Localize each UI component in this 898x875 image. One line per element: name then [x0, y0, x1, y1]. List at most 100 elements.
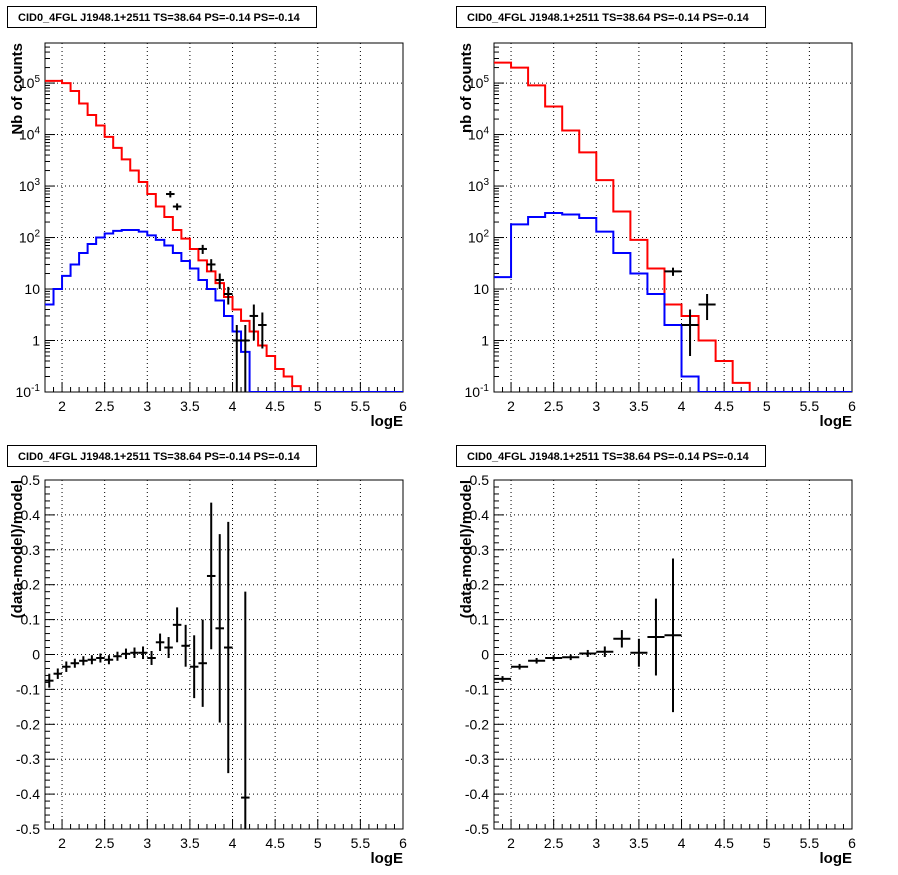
- x-tick-label: 4: [229, 835, 237, 851]
- y-tick-label: -0.5: [465, 821, 489, 837]
- x-tick-label: 5: [314, 398, 322, 414]
- x-tick-label: 3.5: [629, 835, 649, 851]
- data-point: [681, 309, 699, 357]
- panel-bottom-right-residuals: 2 2.5 3 3.5 4 4.5 5 5.5 6logE-0.5-0.4-0.3-0.2-0.…: [458, 472, 856, 867]
- x-tick-label: 5.5: [351, 835, 371, 851]
- x-tick-label: 4: [678, 835, 686, 851]
- x-tick-label: 6: [848, 398, 856, 414]
- residual-point: [215, 534, 224, 723]
- data-point: [232, 325, 242, 392]
- plot-frame: [44, 42, 404, 393]
- data-layer: [45, 79, 403, 392]
- residual-point: [70, 658, 80, 668]
- residual-point: [545, 655, 563, 661]
- residual-point: [138, 646, 148, 660]
- residual-point: [172, 607, 182, 643]
- y-tick-label: 103: [468, 177, 490, 194]
- x-tick-label: 2.5: [544, 835, 564, 851]
- x-tick-label: 2: [507, 835, 515, 851]
- data-point: [166, 191, 175, 198]
- x-axis-label: logE: [371, 850, 404, 867]
- y-tick-label: -0.1: [16, 681, 40, 697]
- x-tick-label: 3: [592, 835, 600, 851]
- x-tick-label: 4.5: [714, 398, 734, 414]
- y-tick-label: 10: [473, 281, 489, 297]
- residual-point: [87, 655, 97, 665]
- x-tick-label: 6: [399, 398, 407, 414]
- y-tick-label: 0.4: [21, 507, 41, 523]
- x-tick-label: 6: [848, 835, 856, 851]
- x-tick-label: 3: [143, 835, 151, 851]
- data-point: [698, 294, 716, 321]
- residual-point: [164, 637, 173, 658]
- panel-top-left-counts: 2 2.5 3 3.5 4 4.5 5 5.5 6logE10-1110102103104105…: [9, 42, 407, 430]
- histogram-series-red: [45, 79, 403, 392]
- x-tick-label: 4: [229, 398, 237, 414]
- y-axis-label: Nb of counts: [9, 43, 26, 135]
- panel-title: CID0_4FGL J1948.1+2511 TS=38.64 PS=-0.14…: [456, 6, 766, 28]
- histogram-series-red: [494, 61, 852, 392]
- x-axis-label: logE: [371, 413, 404, 430]
- residual-point: [62, 661, 71, 672]
- y-tick-label: 0.1: [21, 612, 41, 628]
- residual-point: [53, 668, 63, 679]
- residual-point: [113, 651, 122, 661]
- y-tick-label: 0.4: [470, 507, 490, 523]
- y-tick-label: 0.5: [21, 472, 41, 488]
- y-axis: -0.5 -0.4 -0.3 -0.2 -0.1 0 0.1 0.2 0.3 0.4 0.5(dat…: [9, 472, 55, 837]
- x-tick-label: 3: [592, 398, 600, 414]
- y-axis-label: (data-model)/model: [9, 480, 26, 618]
- y-tick-label: -0.4: [16, 786, 40, 802]
- x-tick-label: 2.5: [544, 398, 564, 414]
- x-tick-label: 3.5: [180, 398, 200, 414]
- x-tick-label: 6: [399, 835, 407, 851]
- y-tick-label: 10: [24, 281, 40, 297]
- grid: [45, 43, 403, 392]
- residual-point: [181, 624, 190, 667]
- y-tick-label: -0.3: [16, 751, 40, 767]
- y-tick-label: -0.3: [465, 751, 489, 767]
- y-tick-label: 0: [481, 647, 489, 663]
- histogram-series-blue: [45, 229, 403, 392]
- residual-point: [241, 591, 250, 829]
- x-axis-label: logE: [820, 850, 853, 867]
- y-tick-label: 1: [481, 333, 489, 349]
- y-tick-label: -0.4: [465, 786, 489, 802]
- residual-point: [147, 651, 156, 665]
- data-layer: [45, 502, 250, 829]
- y-tick-label: 102: [468, 229, 490, 246]
- data-point: [241, 325, 250, 392]
- x-tick-label: 2.5: [95, 835, 115, 851]
- y-tick-label: 102: [19, 229, 41, 246]
- data-layer: [494, 558, 682, 713]
- data-point: [249, 304, 259, 341]
- x-tick-label: 2: [58, 835, 66, 851]
- data-point: [172, 203, 182, 211]
- x-tick-label: 4.5: [265, 835, 285, 851]
- residual-point: [647, 598, 665, 676]
- y-tick-label: -0.2: [465, 716, 489, 732]
- data-layer: [494, 61, 852, 392]
- grid: [494, 43, 852, 392]
- panel-title: CID0_4FGL J1948.1+2511 TS=38.64 PS=-0.14…: [7, 6, 317, 28]
- y-tick-label: -0.2: [16, 716, 40, 732]
- x-tick-label: 5: [763, 398, 771, 414]
- data-point: [206, 259, 216, 272]
- y-tick-label: 1: [32, 333, 40, 349]
- y-tick-label: 0.3: [470, 542, 490, 558]
- residual-point: [579, 649, 597, 657]
- residual-point: [224, 521, 233, 774]
- data-point: [215, 273, 224, 290]
- x-tick-label: 3: [143, 398, 151, 414]
- x-tick-label: 4.5: [714, 835, 734, 851]
- y-tick-label: 0.1: [470, 612, 490, 628]
- residual-point: [511, 663, 529, 670]
- histogram-series-blue: [494, 211, 852, 392]
- y-tick-label: 0.5: [470, 472, 490, 488]
- x-tick-label: 4.5: [265, 398, 285, 414]
